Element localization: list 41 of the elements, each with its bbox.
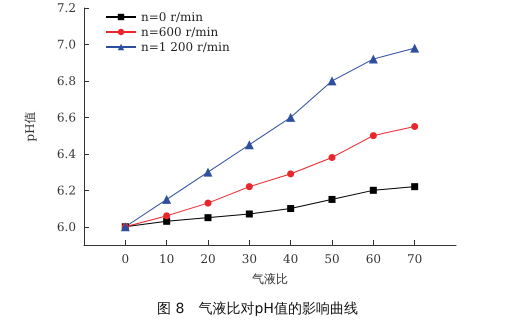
point (328, 154, 336, 161)
x-tick-label: 10 (159, 252, 174, 266)
legend-label: n=600 r/min (141, 25, 218, 39)
point (204, 214, 212, 222)
point (162, 194, 172, 204)
y-axis-title: pH值 (23, 111, 37, 142)
point (286, 112, 296, 122)
y-tick-label: 7.2 (56, 1, 76, 15)
x-tick-label: 40 (283, 252, 298, 266)
point (328, 196, 336, 203)
point (411, 123, 418, 130)
point (411, 183, 418, 190)
point (246, 210, 253, 218)
x-tick-label: 20 (200, 252, 216, 266)
text: 图 8 气液比对pH值的影响曲线 (157, 301, 358, 317)
y-tick-label: 6.6 (56, 110, 76, 124)
x-tick-label: 30 (242, 252, 257, 266)
y-tick-label: 6.8 (56, 74, 76, 88)
y-tick-label: 6.2 (56, 183, 76, 198)
x-tick-label: 70 (407, 252, 422, 266)
legend-label: n=0 r/min (141, 10, 204, 24)
point (204, 200, 212, 207)
x-axis-title: 气液比 (252, 272, 288, 286)
legend-label: n=1 200 r/min (141, 40, 230, 54)
point (370, 186, 377, 194)
point (244, 140, 254, 150)
y-tick-label: 6.0 (56, 220, 76, 234)
point (368, 54, 378, 64)
point (246, 183, 253, 190)
point (370, 132, 377, 140)
x-tick-label: 50 (324, 252, 340, 266)
y-tick-label: 7.0 (56, 37, 76, 52)
point (287, 205, 294, 212)
point (287, 170, 294, 178)
x-tick-label: 0 (122, 252, 130, 266)
point (163, 212, 170, 220)
point (328, 76, 336, 86)
point (410, 44, 420, 53)
point (204, 168, 212, 177)
x-tick-label: 60 (366, 252, 381, 266)
y-tick-label: 6.4 (56, 146, 76, 161)
